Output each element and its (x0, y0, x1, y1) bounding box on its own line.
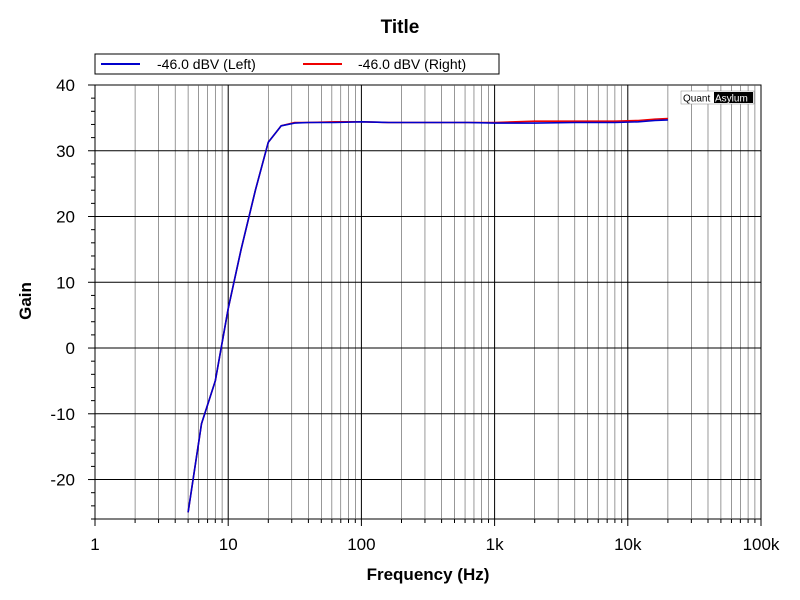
x-tick-label: 10k (614, 535, 642, 554)
y-tick-label: 40 (56, 76, 75, 95)
y-tick-label: 10 (56, 273, 75, 292)
plot-lines (187, 117, 668, 513)
y-axis-label: Gain (16, 282, 35, 320)
y-tick-label: 20 (56, 208, 75, 227)
legend: -46.0 dBV (Left) -46.0 dBV (Right) (94, 53, 500, 75)
y-tick-label: 30 (56, 142, 75, 161)
y-tick-label: 0 (66, 339, 75, 358)
series-line-left (187, 119, 668, 513)
x-tick-label: 100k (743, 535, 780, 554)
legend-label-left: -46.0 dBV (Left) (157, 56, 256, 72)
quantasylum-watermark: Quant Asylum (680, 90, 755, 105)
watermark-right-text: Asylum (715, 94, 748, 105)
legend-box (94, 53, 500, 75)
watermark-left-text: Quant (683, 94, 710, 105)
legend-label-right: -46.0 dBV (Right) (358, 56, 466, 72)
y-tick-label: -10 (50, 405, 75, 424)
tick-labels: -20 -10 0 10 20 30 40 1 10 100 1k 10k 100k (50, 76, 780, 554)
x-axis-label: Frequency (Hz) (367, 565, 490, 584)
chart-title: Title (381, 17, 420, 38)
y-tick-label: -20 (50, 471, 75, 490)
series-line-right (187, 117, 668, 513)
x-tick-label: 100 (347, 535, 375, 554)
grid (88, 84, 762, 526)
plot-frame (94, 84, 762, 520)
watermark-dark-block (714, 92, 753, 103)
x-tick-label: 1k (486, 535, 504, 554)
x-tick-label: 1 (90, 535, 99, 554)
x-tick-label: 10 (219, 535, 238, 554)
